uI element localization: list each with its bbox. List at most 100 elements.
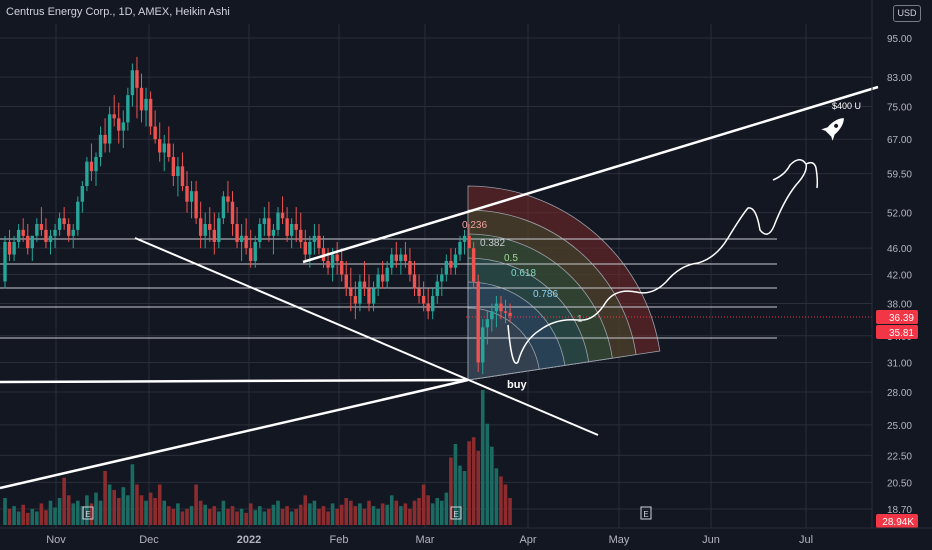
candle-body (476, 281, 480, 363)
volume-badge: 28.94K (882, 517, 914, 528)
earnings-marker (82, 506, 94, 520)
fib-level-label: 0.618 (511, 268, 536, 279)
time-tick-label: 2022 (237, 534, 261, 546)
volume-bar (12, 506, 16, 525)
volume-bar (308, 503, 312, 525)
volume-bar (494, 468, 499, 525)
volume-bar (126, 495, 130, 525)
candle-body (335, 254, 339, 262)
candle-body (167, 143, 171, 158)
fib-level-label: 0.5 (504, 253, 518, 264)
candle-body (494, 303, 499, 312)
candle-body (503, 311, 508, 313)
buy-label: buy (507, 379, 527, 391)
candle-body (499, 303, 503, 312)
candle-body (485, 319, 489, 328)
volume-bar (162, 500, 167, 525)
candle-body (249, 248, 253, 262)
volume-bar (203, 504, 207, 525)
volume-bar (217, 511, 221, 525)
volume-bar (289, 511, 294, 525)
candle-body (362, 281, 367, 289)
volume-bar (285, 506, 289, 525)
volume-bar (30, 508, 35, 525)
volume-bar (130, 464, 135, 525)
rocket-body (825, 118, 844, 137)
candle-body (280, 212, 285, 219)
candle-body (3, 241, 7, 282)
volume-bar (116, 498, 121, 525)
volume-bar (62, 477, 66, 525)
volume-bar (471, 437, 476, 525)
trendline-horizontal (0, 378, 469, 384)
time-tick-label: Apr (519, 534, 536, 546)
candle-body (285, 218, 289, 236)
candle-body (21, 229, 25, 236)
candle-body (7, 241, 12, 255)
volume-bar (371, 506, 376, 525)
volume-bar (212, 506, 217, 525)
candle-body (53, 229, 57, 236)
candle-body (431, 295, 435, 312)
candle-body (353, 295, 358, 304)
candle-body (412, 274, 417, 289)
candle-body (458, 241, 462, 255)
volume-bar (385, 504, 389, 525)
volume-bar (403, 503, 408, 525)
candle-body (158, 139, 162, 153)
candle-body (121, 122, 125, 131)
price-tick-label: 31.00 (887, 359, 912, 370)
volume-bar (235, 511, 239, 525)
drawings-layer: $400 U buy (0, 85, 879, 490)
projected-price-path (507, 159, 808, 364)
candle-body (139, 87, 144, 111)
earnings-marker-label: E (453, 510, 458, 519)
candle-body (326, 261, 330, 268)
candle-body (253, 241, 257, 262)
volume-bar (194, 484, 198, 525)
volume-bar (107, 484, 112, 525)
volume-bar (121, 487, 126, 525)
candle-body (371, 288, 376, 304)
candle-body (289, 223, 294, 236)
candle-body (230, 201, 235, 224)
volume-bar (435, 498, 440, 525)
candle-body (126, 95, 130, 123)
candle-body (212, 229, 216, 242)
volume-bar (185, 508, 189, 525)
volume-bar (330, 503, 335, 525)
candle-body (358, 281, 362, 304)
volume-bar (226, 508, 230, 525)
candle-body (312, 235, 317, 242)
candle-body (67, 223, 71, 236)
candle-body (35, 223, 39, 236)
candle-body (117, 118, 121, 131)
volume-bar (89, 503, 94, 525)
candle-body (48, 235, 53, 242)
time-tick-label: Nov (46, 534, 66, 546)
currency-button[interactable]: USD (893, 5, 921, 22)
volume-bar (171, 508, 176, 525)
candle-body (16, 229, 21, 242)
volume-bar (25, 512, 30, 525)
volume-bar (103, 471, 107, 525)
volume-bar (389, 495, 394, 525)
volume-bar (303, 495, 308, 525)
volume-bar (321, 506, 326, 525)
candle-body (453, 254, 458, 268)
candle-body (444, 261, 449, 275)
volume-bar (317, 508, 321, 525)
candle-body (171, 157, 176, 177)
volume-bar (339, 504, 344, 525)
candle-body (262, 218, 267, 224)
volume-bar (503, 484, 508, 525)
currency-label: USD (897, 8, 917, 18)
candle-body (71, 229, 75, 236)
candle-body (344, 274, 348, 289)
volume-bar (399, 506, 403, 525)
candle-body (189, 191, 194, 202)
volume-bar (53, 507, 57, 525)
volume-bar (66, 495, 71, 525)
